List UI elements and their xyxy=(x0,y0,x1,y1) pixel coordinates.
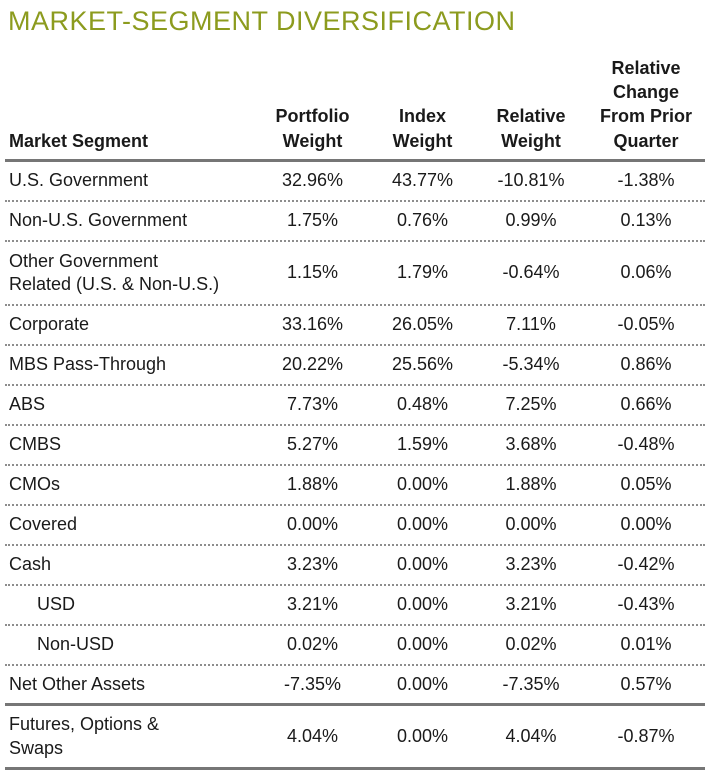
value-cell: 0.13% xyxy=(620,210,672,231)
value-cell: -0.48% xyxy=(617,434,675,455)
table-row: ABS 7.73% 0.48% 7.25% 0.66% xyxy=(5,386,705,427)
segment-cell: MBS Pass-Through xyxy=(9,354,167,375)
value-cell: 0.76% xyxy=(396,210,449,231)
value-cell: 0.00% xyxy=(396,514,449,535)
value-cell: 7.25% xyxy=(505,394,557,415)
value-cell: 0.48% xyxy=(396,394,449,415)
value-cell: 0.00% xyxy=(396,474,449,495)
table-row: U.S. Government 32.96% 43.77% -10.81% -1… xyxy=(5,162,705,203)
value-cell: 7.73% xyxy=(286,394,339,415)
table-row: USD 3.21% 0.00% 3.21% -0.43% xyxy=(5,586,705,627)
value-cell: -5.34% xyxy=(502,354,560,375)
value-cell: 26.05% xyxy=(391,314,454,335)
table-row: Cash 3.23% 0.00% 3.23% -0.42% xyxy=(5,546,705,587)
segment-column-header: Market Segment xyxy=(9,130,149,151)
value-cell: -1.38% xyxy=(617,170,675,191)
value-cell: 0.00% xyxy=(505,514,557,535)
value-cell: 1.88% xyxy=(286,474,339,495)
value-cell: -0.43% xyxy=(617,594,675,615)
column-header: Index Weight xyxy=(392,106,453,151)
value-cell: 0.00% xyxy=(396,725,449,746)
value-cell: 0.05% xyxy=(620,474,672,495)
table-row: Corporate 33.16% 26.05% 7.11% -0.05% xyxy=(5,306,705,347)
segment-cell: U.S. Government xyxy=(9,170,149,191)
value-cell: -7.35% xyxy=(502,673,560,694)
value-cell: 1.75% xyxy=(286,210,339,231)
value-cell: 3.23% xyxy=(286,554,339,575)
value-cell: 1.79% xyxy=(396,262,449,283)
value-cell: 0.00% xyxy=(620,514,672,535)
value-cell: 0.66% xyxy=(620,394,672,415)
segment-cell: CMBS xyxy=(9,434,62,455)
value-cell: 5.27% xyxy=(286,434,339,455)
segment-cell: Covered xyxy=(9,514,78,535)
value-cell: 3.21% xyxy=(505,594,557,615)
value-cell: 0.57% xyxy=(620,673,672,694)
table-row: Non-USD 0.02% 0.00% 0.02% 0.01% xyxy=(5,626,705,667)
value-cell: 43.77% xyxy=(391,170,454,191)
value-cell: 0.00% xyxy=(396,554,449,575)
column-header: Relative Change From Prior Quarter xyxy=(599,57,692,151)
segment-cell: Cash xyxy=(9,554,52,575)
market-segment-table: Market Segment Portfolio Weight Index Weig… xyxy=(5,47,705,770)
value-cell: 0.00% xyxy=(396,594,449,615)
segment-cell: Futures, Options & Swaps xyxy=(9,714,160,758)
value-cell: -0.05% xyxy=(617,314,675,335)
value-cell: 0.86% xyxy=(620,354,672,375)
value-cell: 1.59% xyxy=(396,434,449,455)
value-cell: 0.00% xyxy=(396,673,449,694)
value-cell: 33.16% xyxy=(281,314,344,335)
segment-cell: Other Government Related (U.S. & Non-U.S… xyxy=(9,250,220,295)
value-cell: 1.88% xyxy=(505,474,557,495)
value-cell: 0.06% xyxy=(620,262,672,283)
value-cell: -0.87% xyxy=(617,725,675,746)
value-cell: 0.02% xyxy=(505,634,557,655)
value-cell: 3.23% xyxy=(505,554,557,575)
value-cell: -0.42% xyxy=(617,554,675,575)
segment-cell: Non-USD xyxy=(37,634,115,655)
table-row: MBS Pass-Through 20.22% 25.56% -5.34% 0.… xyxy=(5,346,705,387)
column-header: Relative Weight xyxy=(496,106,566,151)
table-row: Futures, Options & Swaps 4.04% 0.00% 4.0… xyxy=(5,706,705,770)
segment-cell: Net Other Assets xyxy=(9,673,146,694)
value-cell: 3.21% xyxy=(286,594,339,615)
value-cell: 25.56% xyxy=(391,354,454,375)
segment-cell: CMOs xyxy=(9,474,60,495)
value-cell: 0.00% xyxy=(396,634,449,655)
table-row: Covered 0.00% 0.00% 0.00% 0.00% xyxy=(5,506,705,547)
value-cell: 4.04% xyxy=(505,725,557,746)
table-row: Non-U.S. Government 1.75% 0.76% 0.99% 0.… xyxy=(5,202,705,243)
value-cell: 7.11% xyxy=(506,314,556,335)
column-header: Portfolio Weight xyxy=(275,106,350,151)
table-row: Other Government Related (U.S. & Non-U.S… xyxy=(5,242,705,307)
table-body: U.S. Government 32.96% 43.77% -10.81% -1… xyxy=(5,162,705,770)
value-cell: -7.35% xyxy=(283,673,342,694)
value-cell: 32.96% xyxy=(281,170,344,191)
page-title: MARKET-SEGMENT DIVERSIFICATION xyxy=(8,6,516,36)
segment-cell: Non-U.S. Government xyxy=(9,210,188,231)
segment-cell: Corporate xyxy=(9,314,90,335)
value-cell: 0.99% xyxy=(505,210,557,231)
value-cell: 0.00% xyxy=(286,514,339,535)
value-cell: 0.02% xyxy=(286,634,339,655)
value-cell: -10.81% xyxy=(497,170,565,191)
table-row: CMOs 1.88% 0.00% 1.88% 0.05% xyxy=(5,466,705,507)
table-header-row: Market Segment Portfolio Weight Index Weig… xyxy=(5,47,705,163)
segment-cell: ABS xyxy=(9,394,46,415)
table-row: CMBS 5.27% 1.59% 3.68% -0.48% xyxy=(5,426,705,467)
segment-cell: USD xyxy=(37,594,76,615)
value-cell: 20.22% xyxy=(281,354,344,375)
value-cell: 0.01% xyxy=(620,634,672,655)
value-cell: -0.64% xyxy=(502,262,560,283)
value-cell: 1.15% xyxy=(286,262,339,283)
table-row: Net Other Assets -7.35% 0.00% -7.35% 0.5… xyxy=(5,666,705,707)
value-cell: 3.68% xyxy=(505,434,557,455)
value-cell: 4.04% xyxy=(286,725,339,746)
